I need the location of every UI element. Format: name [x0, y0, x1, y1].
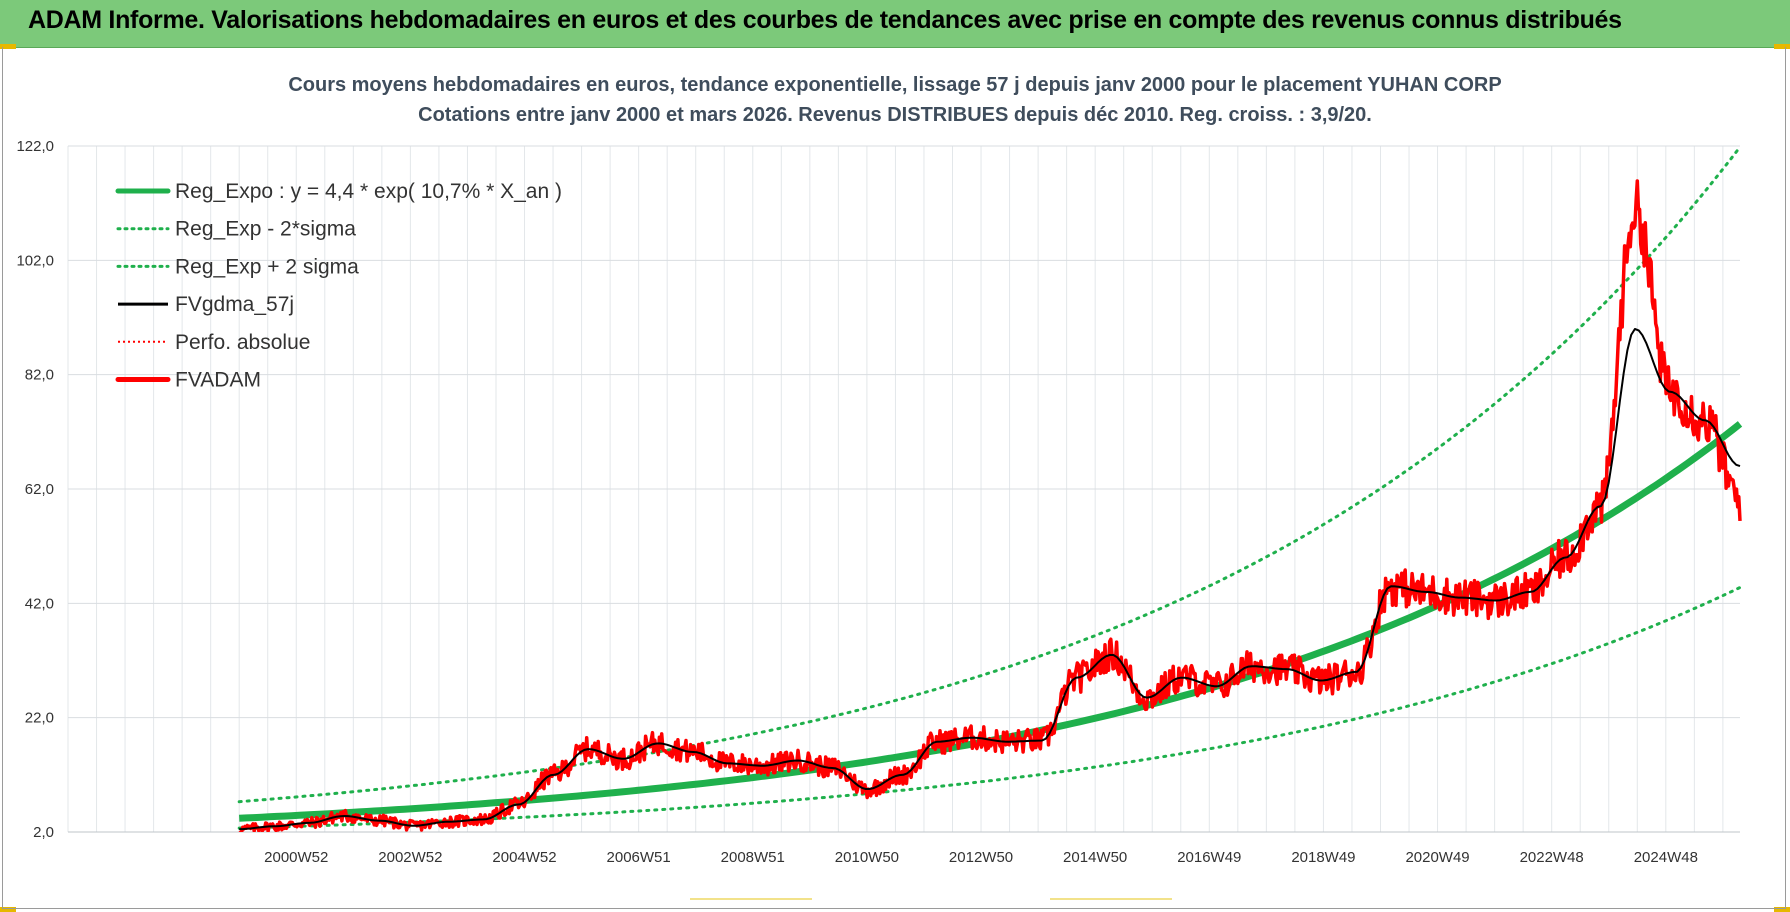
- legend-label: Reg_Exp + 2 sigma: [175, 255, 359, 278]
- legend-label: Reg_Expo : y = 4,4 * exp( 10,7% * X_an ): [175, 180, 562, 203]
- series-reg-exp-plus-2sigma: [237, 145, 1742, 804]
- y-tick-label: 102,0: [16, 252, 54, 269]
- x-tick-label: 2018W49: [1291, 849, 1355, 866]
- legend-label: Perfo. absolue: [175, 331, 310, 354]
- bottom-highlight: [690, 898, 812, 900]
- corner-marker: [0, 44, 16, 49]
- report-title: ADAM Informe. Valorisations hebdomadaire…: [28, 6, 1622, 34]
- legend: Reg_Expo : y = 4,4 * exp( 10,7% * X_an )…: [115, 180, 562, 392]
- x-tick-label: 2014W50: [1063, 849, 1127, 866]
- x-tick-label: 2024W48: [1634, 849, 1698, 866]
- corner-marker: [0, 907, 16, 912]
- x-tick-label: 2000W52: [264, 849, 328, 866]
- y-tick-label: 62,0: [25, 481, 54, 498]
- x-tick-label: 2016W49: [1177, 849, 1241, 866]
- series-fvgdma-57j: [239, 328, 1741, 831]
- series-layer: [237, 145, 1743, 832]
- x-tick-label: 2002W52: [378, 849, 442, 866]
- x-tick-label: 2012W50: [949, 849, 1013, 866]
- chart-title: Cours moyens hebdomadaires en euros, ten…: [288, 74, 1502, 96]
- chart-title-block: Cours moyens hebdomadaires en euros, ten…: [0, 70, 1790, 130]
- series-reg-exp-minus-2sigma: [237, 586, 1742, 830]
- corner-marker: [1774, 907, 1790, 912]
- y-tick-label: 42,0: [25, 595, 54, 612]
- legend-label: FVgdma_57j: [175, 293, 294, 316]
- series-reg-expo: [239, 421, 1743, 822]
- report-header: ADAM Informe. Valorisations hebdomadaire…: [0, 0, 1790, 48]
- y-axis-ticks: 2,0 22,0 42,0 62,0 82,0 102,0 122,0: [16, 138, 54, 841]
- y-tick-label: 22,0: [25, 710, 54, 727]
- x-tick-label: 2008W51: [721, 849, 785, 866]
- x-tick-label: 2020W49: [1405, 849, 1469, 866]
- chart-subtitle: Cotations entre janv 2000 et mars 2026. …: [418, 104, 1372, 126]
- corner-marker: [1774, 44, 1790, 49]
- x-tick-label: 2006W51: [607, 849, 671, 866]
- y-tick-label: 2,0: [33, 824, 54, 841]
- x-axis-ticks: 2000W52 2002W52 2004W52 2006W51 2008W51 2010W…: [264, 849, 1698, 866]
- series-fvadam: [238, 179, 1742, 832]
- x-tick-label: 2022W48: [1520, 849, 1584, 866]
- legend-label: Reg_Exp - 2*sigma: [175, 218, 356, 241]
- horizontal-gridlines: [68, 145, 1740, 833]
- legend-label: FVADAM: [175, 369, 261, 392]
- chart-frame: [2, 47, 1786, 909]
- x-tick-label: 2004W52: [492, 849, 556, 866]
- bottom-highlight: [1050, 898, 1172, 900]
- x-tick-label: 2010W50: [835, 849, 899, 866]
- y-tick-label: 82,0: [25, 367, 54, 384]
- y-tick-label: 122,0: [16, 138, 54, 155]
